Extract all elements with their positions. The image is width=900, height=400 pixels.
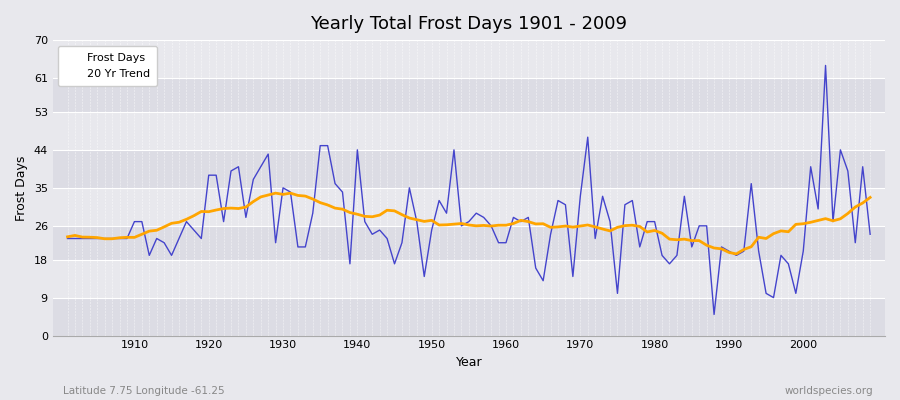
20 Yr Trend: [122, 235, 132, 240]
20 Yr Trend: [338, 207, 348, 212]
Frost Days: [329, 181, 340, 186]
X-axis label: Year: Year: [455, 356, 482, 369]
Title: Yearly Total Frost Days 1901 - 2009: Yearly Total Frost Days 1901 - 2009: [310, 15, 627, 33]
Text: worldspecies.org: worldspecies.org: [785, 386, 873, 396]
Bar: [53, 40, 885, 78]
20 Yr Trend: [598, 227, 608, 232]
20 Yr Trend: [731, 252, 742, 256]
Frost Days: [493, 240, 504, 245]
Line: 20 Yr Trend: 20 Yr Trend: [68, 193, 870, 254]
Bar: [53, 112, 885, 150]
Line: Frost Days: Frost Days: [68, 66, 870, 314]
Frost Days: [500, 240, 511, 245]
20 Yr Trend: [62, 234, 73, 239]
20 Yr Trend: [292, 193, 303, 198]
Frost Days: [865, 232, 876, 237]
Legend: Frost Days, 20 Yr Trend: Frost Days, 20 Yr Trend: [58, 46, 157, 86]
Frost Days: [122, 236, 132, 241]
Frost Days: [590, 236, 600, 241]
Frost Days: [708, 312, 719, 317]
Bar: [53, 226, 885, 260]
Frost Days: [285, 190, 296, 194]
Text: Latitude 7.75 Longitude -61.25: Latitude 7.75 Longitude -61.25: [63, 386, 225, 396]
Frost Days: [62, 236, 73, 241]
Bar: [53, 298, 885, 336]
Frost Days: [820, 63, 831, 68]
Bar: [53, 260, 885, 298]
Y-axis label: Frost Days: Frost Days: [15, 155, 28, 220]
Bar: [53, 78, 885, 112]
20 Yr Trend: [270, 191, 281, 196]
Bar: [53, 188, 885, 226]
Bar: [53, 150, 885, 188]
20 Yr Trend: [508, 221, 518, 226]
20 Yr Trend: [500, 223, 511, 228]
20 Yr Trend: [865, 195, 876, 200]
